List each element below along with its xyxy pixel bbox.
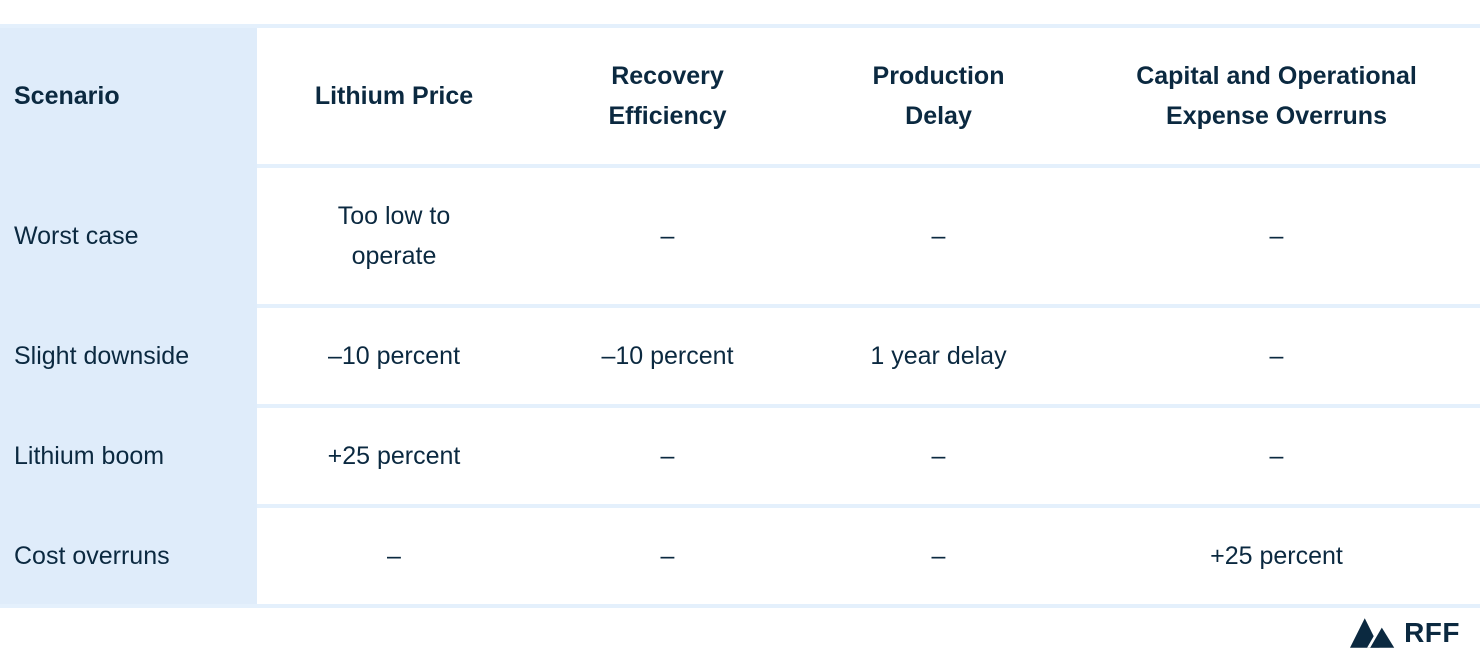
- table-cell: +25 percent: [327, 442, 461, 470]
- table-cell: –: [1269, 342, 1284, 370]
- row-divider: [0, 504, 1480, 508]
- table-cell: –: [931, 442, 946, 470]
- row-label: Slight downside: [14, 342, 190, 370]
- row-label: Worst case: [14, 222, 139, 250]
- table-cell: –: [1269, 442, 1284, 470]
- table-row: Cost overruns – – – +25 percent: [0, 508, 1480, 604]
- table-row: Slight downside –10 percent –10 percent 1 y…: [0, 308, 1480, 404]
- table-cell: –10 percent: [601, 342, 734, 370]
- scenario-table: Scenario Lithium Price Recovery Efficiency…: [0, 24, 1480, 608]
- scenario-column-background: [0, 28, 257, 604]
- rff-logo: RFF: [1350, 616, 1460, 650]
- table-rows: Scenario Lithium Price Recovery Efficiency…: [0, 28, 1480, 604]
- table-header-row: Scenario Lithium Price Recovery Efficiency…: [0, 28, 1480, 164]
- mountains-icon: [1350, 618, 1395, 648]
- table-bottom-border: [0, 604, 1480, 608]
- row-divider: [0, 164, 1480, 168]
- column-header: Capital and Operational Expense Overruns: [1136, 62, 1417, 130]
- table-top-border: [0, 24, 1480, 28]
- table-cell: –: [387, 542, 401, 570]
- table-row: Worst case Too low to operate – – –: [0, 168, 1480, 304]
- table-cell: +25 percent: [1210, 542, 1343, 570]
- table-cell: –: [660, 542, 675, 570]
- column-header: Lithium Price: [314, 82, 474, 110]
- logo-text: RFF: [1404, 617, 1460, 648]
- table-cell: –: [660, 442, 675, 470]
- table-cell: –: [660, 222, 675, 250]
- table-cell: –: [931, 222, 946, 250]
- table-body: Scenario Lithium Price Recovery Efficiency…: [0, 28, 1480, 604]
- row-label: Lithium boom: [14, 442, 165, 470]
- table-cell: Too low to operate: [337, 202, 451, 270]
- row-label: Cost overruns: [14, 542, 170, 570]
- column-header-scenario: Scenario: [14, 82, 120, 110]
- table-row: Lithium boom +25 percent – – –: [0, 408, 1480, 504]
- row-divider: [0, 304, 1480, 308]
- row-divider: [0, 404, 1480, 408]
- column-header: Production Delay: [872, 62, 1005, 130]
- table-cell: 1 year delay: [870, 342, 1007, 370]
- column-header: Recovery Efficiency: [608, 62, 727, 130]
- table-cell: –10 percent: [327, 342, 461, 370]
- table-cell: –: [931, 542, 946, 570]
- table-cell: –: [1269, 222, 1284, 250]
